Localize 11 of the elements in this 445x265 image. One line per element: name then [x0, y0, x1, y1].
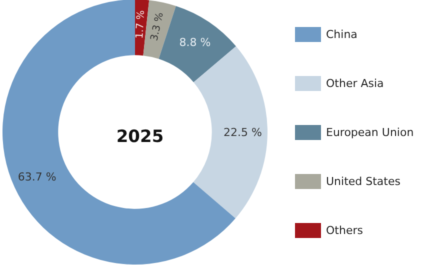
text: 2025	[116, 127, 164, 147]
legend-label: Others	[326, 224, 364, 237]
legend-label: Other Asia	[326, 77, 384, 90]
data-label: 3.3 %	[149, 12, 166, 42]
data-label: 1.7 %	[134, 10, 147, 40]
data-label: 63.7 %	[18, 170, 56, 184]
legend-label: European Union	[326, 126, 414, 139]
legend-label: United States	[326, 175, 401, 188]
data-label: 22.5 %	[223, 126, 262, 139]
legend-label: China	[326, 28, 358, 41]
data-label: 8.8 %	[179, 36, 211, 50]
